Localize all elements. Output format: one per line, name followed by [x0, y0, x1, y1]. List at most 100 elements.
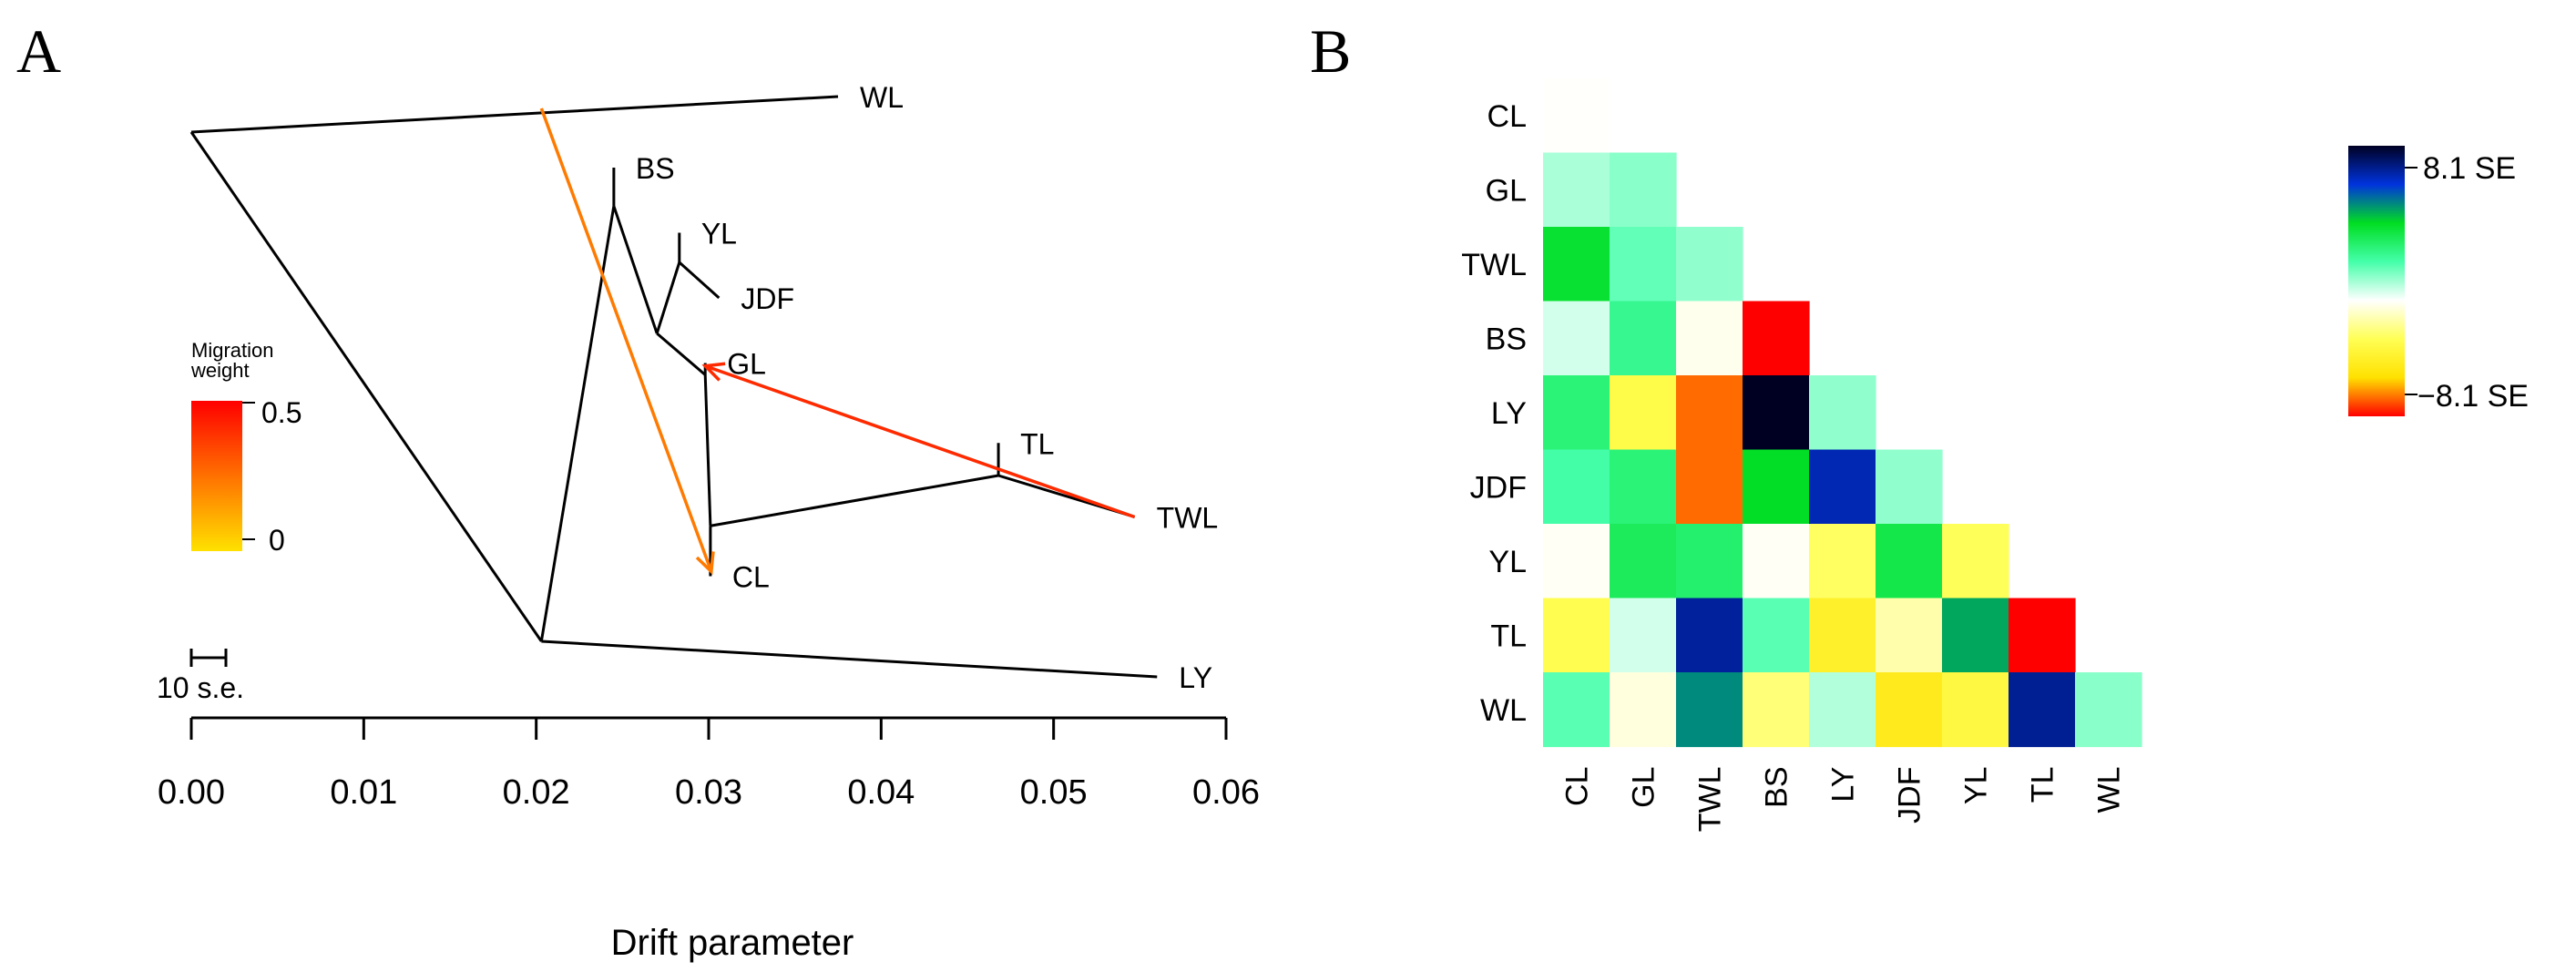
- tip-label-bs: BS: [636, 152, 675, 185]
- heatmap-cell-wl-yl: [1942, 672, 2009, 748]
- legend-title-line1: Migration: [191, 339, 273, 362]
- residual-heatmap: CL GL TWL BS LY JDF YL TL WL CL GL TWL BS LY JDF YL TL W…: [1461, 78, 2529, 833]
- heatmap-cell-ly-ly: [1809, 375, 1876, 451]
- row-label-cl: CL: [1487, 99, 1527, 134]
- x-tick-label: 0.00: [158, 773, 225, 812]
- column-label-gl: GL: [1627, 767, 1661, 808]
- legend-gradient-bar: [191, 401, 242, 551]
- migration-arrow-to-cl: [539, 107, 713, 572]
- panel-b-letter: B: [1310, 16, 1352, 86]
- heatmap-cell-tl-ly: [1809, 598, 1876, 673]
- column-label-cl: CL: [1560, 767, 1595, 806]
- tip-label-cl: CL: [732, 561, 770, 594]
- heatmap-cell-ly-gl: [1610, 375, 1677, 451]
- heatmap-cell-bs-bs: [1743, 301, 1810, 376]
- migration-arrowhead: [701, 362, 726, 382]
- heatmap-cells: [1543, 78, 2142, 748]
- heatmap-cell-cl-cl: [1543, 78, 1610, 154]
- x-tick-label: 0.04: [847, 773, 915, 812]
- tree-edge-ly: [541, 639, 1158, 679]
- row-label-jdf: JDF: [1470, 470, 1527, 505]
- row-label-ly: LY: [1491, 396, 1527, 431]
- tree-edges: [189, 95, 1158, 679]
- heatmap-cell-tl-bs: [1743, 598, 1810, 673]
- tip-label-ly: LY: [1179, 661, 1212, 694]
- x-axis-title: Drift parameter: [611, 923, 854, 963]
- column-label-tl: TL: [2026, 767, 2060, 803]
- tip-label-twl: TWL: [1157, 502, 1219, 535]
- legend-max-label: 0.5: [261, 396, 302, 429]
- column-label-jdf: JDF: [1893, 767, 1927, 824]
- x-axis: 0.00 0.01 0.02 0.03 0.04 0.05 0.06: [158, 716, 1260, 812]
- migration-weight-legend: Migration weight 0.5 0: [190, 339, 302, 557]
- heatmap-cell-wl-ly: [1809, 672, 1876, 748]
- column-label-twl: TWL: [1693, 767, 1728, 833]
- tip-label-tl: TL: [1020, 427, 1054, 460]
- column-label-ly: LY: [1826, 767, 1861, 803]
- scale-min-label: −8.1 SE: [2418, 379, 2529, 414]
- legend-title-line2: weight: [190, 359, 250, 382]
- row-label-tl: TL: [1490, 619, 1527, 653]
- migration-arrow-to-gl: [704, 364, 1136, 519]
- migration-arrows: [539, 107, 1136, 576]
- heatmap-cell-jdf-jdf: [1876, 449, 1943, 525]
- tree-edge: [656, 332, 707, 376]
- heatmap-cell-wl-gl: [1610, 672, 1677, 748]
- tree-edge: [539, 206, 616, 642]
- heatmap-cell-twl-cl: [1543, 227, 1610, 302]
- heatmap-cell-tl-jdf: [1876, 598, 1943, 673]
- tip-label-yl: YL: [701, 218, 737, 251]
- tree-edge: [703, 374, 712, 527]
- panel-a-letter: A: [16, 16, 62, 86]
- heatmap-cell-gl-cl: [1543, 152, 1610, 228]
- tree-edge-wl: [190, 95, 839, 134]
- heatmap-cell-wl-tl: [2009, 672, 2076, 748]
- tree-edge: [189, 131, 543, 642]
- column-label-wl: WL: [2092, 767, 2127, 813]
- tree-edge: [655, 261, 681, 334]
- heatmap-cell-jdf-bs: [1743, 449, 1810, 525]
- row-labels: CL GL TWL BS LY JDF YL TL WL: [1461, 99, 1527, 728]
- heatmap-cell-yl-gl: [1610, 524, 1677, 599]
- heatmap-cell-wl-cl: [1543, 672, 1610, 748]
- heatmap-cell-wl-wl: [2075, 672, 2142, 748]
- heatmap-cell-tl-tl: [2009, 598, 2076, 673]
- heatmap-cell-yl-yl: [1942, 524, 2009, 599]
- heatmap-cell-yl-cl: [1543, 524, 1610, 599]
- heatmap-cell-gl-gl: [1610, 152, 1677, 228]
- row-label-wl: WL: [1480, 693, 1527, 728]
- row-label-gl: GL: [1486, 173, 1527, 208]
- column-labels: CL GL TWL BS LY JDF YL TL WL: [1560, 767, 2127, 833]
- heatmap-cell-bs-cl: [1543, 301, 1610, 376]
- heatmap-cell-yl-twl: [1676, 524, 1743, 599]
- row-label-twl: TWL: [1461, 248, 1527, 282]
- x-tick-label: 0.05: [1020, 773, 1088, 812]
- x-tick-label: 0.02: [503, 773, 570, 812]
- heatmap-cell-bs-gl: [1610, 301, 1677, 376]
- tip-label-jdf: JDF: [741, 282, 794, 315]
- column-label-bs: BS: [1760, 767, 1794, 808]
- row-label-yl: YL: [1488, 545, 1527, 579]
- migration-arrowhead: [695, 551, 715, 576]
- heatmap-cell-jdf-cl: [1543, 449, 1610, 525]
- row-label-bs: BS: [1486, 322, 1527, 356]
- scale-bar: 10 s.e.: [157, 649, 244, 704]
- heatmap-cell-wl-jdf: [1876, 672, 1943, 748]
- tip-label-gl: GL: [727, 348, 766, 381]
- column-label-yl: YL: [1959, 767, 1994, 805]
- tree-edge: [612, 205, 659, 334]
- x-tick-label: 0.06: [1192, 773, 1260, 812]
- heatmap-cell-jdf-ly: [1809, 449, 1876, 525]
- heatmap-cell-ly-cl: [1543, 375, 1610, 451]
- heatmap-cell-tl-yl: [1942, 598, 2009, 673]
- heatmap-cell-ly-twl: [1676, 375, 1743, 451]
- heatmap-cell-ly-bs: [1743, 375, 1810, 451]
- heatmap-cell-tl-gl: [1610, 598, 1677, 673]
- tree-edge: [710, 474, 999, 527]
- x-tick-label: 0.03: [675, 773, 742, 812]
- heatmap-cell-jdf-gl: [1610, 449, 1677, 525]
- heatmap-cell-tl-cl: [1543, 598, 1610, 673]
- heatmap-cell-tl-twl: [1676, 598, 1743, 673]
